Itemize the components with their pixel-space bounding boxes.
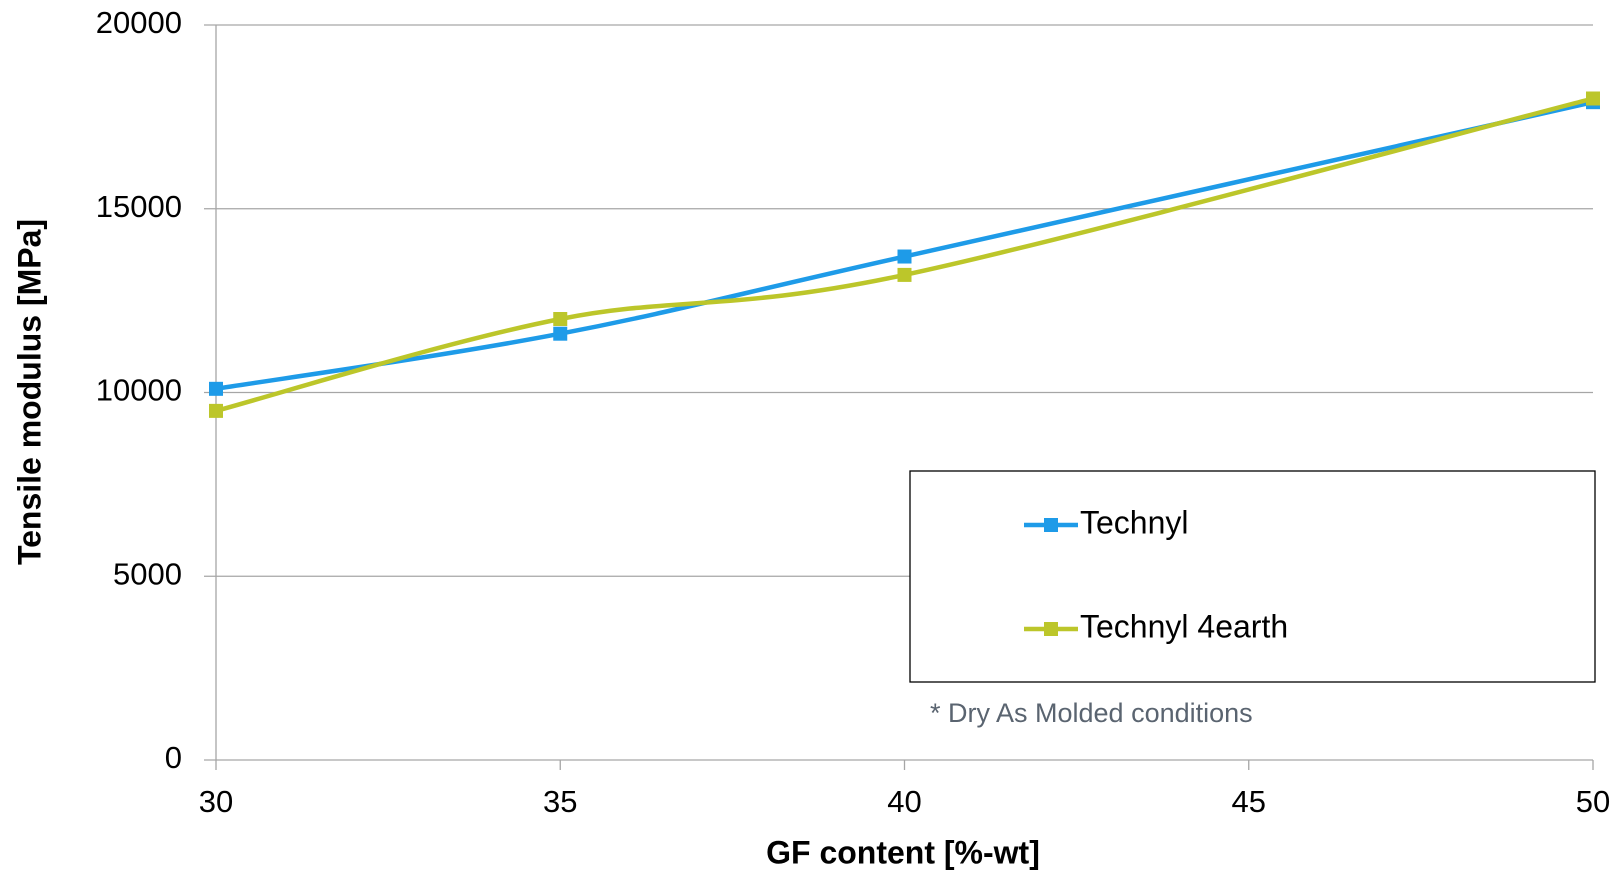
line <box>215 99 1594 392</box>
marker <box>553 326 568 341</box>
y-tick-label: 15000 <box>96 189 182 224</box>
annotation: * Dry As Molded conditions <box>930 698 1253 728</box>
x-tick-label: 50 <box>1576 784 1610 819</box>
legend-box <box>909 470 1596 683</box>
x-tick-label: 40 <box>887 784 921 819</box>
marker <box>897 249 912 264</box>
marker <box>209 403 223 418</box>
legend-marker <box>1044 622 1058 636</box>
line <box>215 96 1594 414</box>
y-tick-label: 10000 <box>96 373 182 408</box>
marker <box>553 312 568 326</box>
legend-label: Technyl 4earth <box>1080 608 1288 644</box>
x-tick-label: 45 <box>1232 784 1266 819</box>
marker <box>1586 91 1600 106</box>
legend-label: Technyl <box>1080 504 1189 540</box>
y-tick-label: 20000 <box>96 5 182 40</box>
y-tick-label: 5000 <box>113 556 182 591</box>
marker <box>897 267 912 282</box>
legend-marker <box>1044 518 1058 532</box>
x-tick-label: 35 <box>543 784 577 819</box>
marker <box>209 381 223 396</box>
x-axis-label: GF content [%-wt] <box>766 834 1040 870</box>
x-tick-label: 30 <box>199 784 233 819</box>
y-axis-label: Tensile modulus [MPa] <box>11 219 47 565</box>
y-tick-label: 0 <box>165 740 182 775</box>
